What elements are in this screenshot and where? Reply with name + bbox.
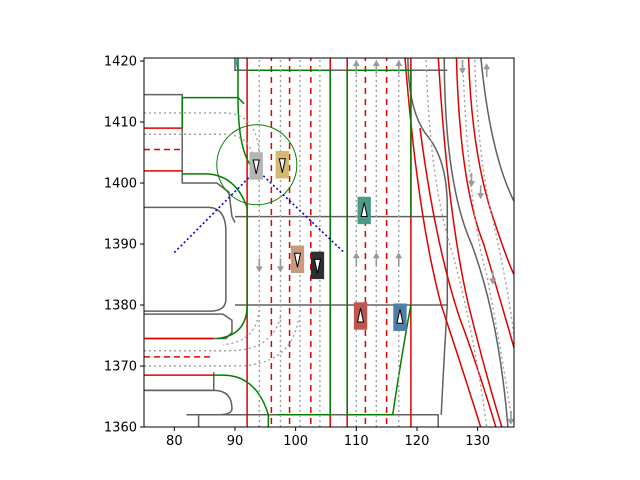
y-tick-label: 1410: [104, 116, 137, 131]
lane-centerline: [425, 58, 488, 427]
vehicle-heading-icon: [313, 258, 322, 274]
x-tick-label: 100: [283, 434, 308, 449]
lane-centerline: [222, 305, 260, 346]
y-tick-label: 1360: [104, 421, 137, 436]
lane-centerline: [473, 58, 514, 336]
lane-centerline: [144, 112, 260, 159]
x-tick-label: 110: [344, 434, 369, 449]
vehicle-heading-icon: [360, 202, 368, 217]
axes-frame: [143, 57, 515, 428]
direction-arrow: [352, 60, 360, 67]
direction-arrow: [372, 60, 380, 67]
road-edge: [480, 58, 514, 202]
lane-boundary: [404, 58, 482, 427]
lane-boundary: [419, 128, 497, 427]
lane-centerline: [461, 58, 512, 415]
direction-arrow: [255, 266, 263, 273]
direction-arrow: [458, 68, 466, 75]
road-edge: [186, 414, 439, 427]
vehicle-heading-icon: [356, 307, 365, 323]
crosswalk-outline: [213, 374, 270, 427]
crosswalk-outline: [182, 173, 248, 340]
y-tick-label: 1390: [104, 238, 137, 253]
direction-arrow: [477, 193, 485, 200]
road-edge: [443, 58, 509, 427]
vehicle-heading-icon: [293, 252, 302, 268]
direction-arrow: [395, 252, 403, 259]
direction-arrow: [352, 252, 360, 259]
x-tick-label: 90: [227, 434, 244, 449]
y-tick-label: 1380: [104, 299, 137, 314]
x-tick-label: 80: [166, 434, 183, 449]
x-tick-label: 130: [465, 434, 490, 449]
road-edge: [144, 206, 227, 312]
direction-arrow: [507, 418, 514, 425]
lane-boundary: [455, 58, 514, 348]
direction-arrow: [483, 63, 491, 70]
y-tick-label: 1420: [104, 55, 137, 70]
road-edge: [144, 93, 236, 224]
crosswalk-outline: [237, 58, 251, 166]
focus-circle: [216, 124, 298, 206]
vehicle-heading-icon: [278, 158, 286, 173]
vehicle-heading-icon: [396, 309, 404, 324]
direction-arrow: [276, 266, 284, 273]
road-edge: [407, 58, 449, 415]
direction-arrow: [372, 252, 380, 259]
y-tick-label: 1400: [104, 177, 137, 192]
crosswalk-outline: [346, 69, 412, 415]
tick-layer: 80 90 100 110 120 130 1360 1370 1380 1390 1400 1410…: [104, 55, 490, 449]
map-layer: [144, 58, 514, 427]
crosswalk-outline: [247, 69, 331, 416]
crosswalk-outline: [181, 96, 245, 129]
direction-arrow: [489, 278, 497, 285]
crosswalk-outline: [347, 304, 412, 416]
direction-arrow: [468, 180, 476, 187]
lane-boundary: [437, 58, 503, 427]
direction-arrow: [395, 60, 403, 67]
vehicle-heading-icon: [252, 159, 260, 175]
x-tick-label: 120: [405, 434, 430, 449]
y-tick-label: 1370: [104, 360, 137, 375]
